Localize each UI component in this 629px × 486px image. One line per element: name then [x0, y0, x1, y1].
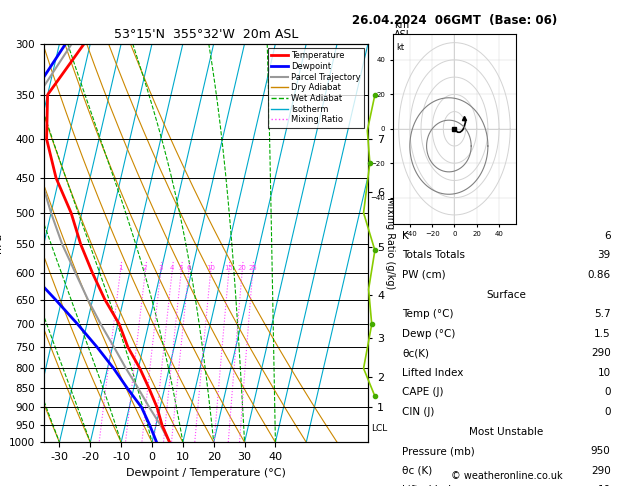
Text: LCL: LCL — [371, 424, 387, 433]
Text: 0: 0 — [604, 387, 611, 397]
X-axis label: Dewpoint / Temperature (°C): Dewpoint / Temperature (°C) — [126, 468, 286, 478]
Text: CAPE (J): CAPE (J) — [402, 387, 443, 397]
Text: 3: 3 — [159, 265, 163, 271]
Text: kt: kt — [396, 43, 404, 52]
Legend: Temperature, Dewpoint, Parcel Trajectory, Dry Adiabat, Wet Adiabat, Isotherm, Mi: Temperature, Dewpoint, Parcel Trajectory… — [267, 48, 364, 127]
Y-axis label: Mixing Ratio (g/kg): Mixing Ratio (g/kg) — [385, 197, 395, 289]
Y-axis label: hPa: hPa — [0, 233, 3, 253]
Text: 25: 25 — [248, 265, 257, 271]
Text: θᴄ (K): θᴄ (K) — [402, 466, 432, 476]
Text: Lifted Index: Lifted Index — [402, 368, 464, 378]
Text: 0.86: 0.86 — [587, 270, 611, 279]
Text: 10: 10 — [598, 368, 611, 378]
Text: 290: 290 — [591, 466, 611, 476]
Title: 53°15'N  355°32'W  20m ASL: 53°15'N 355°32'W 20m ASL — [114, 28, 298, 41]
Text: Pressure (mb): Pressure (mb) — [402, 447, 475, 456]
Text: 20: 20 — [238, 265, 247, 271]
Text: 26.04.2024  06GMT  (Base: 06): 26.04.2024 06GMT (Base: 06) — [352, 14, 557, 27]
Text: 15: 15 — [224, 265, 233, 271]
Text: 5: 5 — [179, 265, 183, 271]
Text: Surface: Surface — [486, 290, 526, 300]
Text: km
ASL: km ASL — [394, 20, 412, 40]
Text: K: K — [402, 231, 409, 241]
Text: Temp (°C): Temp (°C) — [402, 310, 454, 319]
Text: 950: 950 — [591, 447, 611, 456]
Text: Most Unstable: Most Unstable — [469, 427, 543, 437]
Text: CIN (J): CIN (J) — [402, 407, 435, 417]
Text: 290: 290 — [591, 348, 611, 358]
Text: 10: 10 — [206, 265, 215, 271]
Text: Totals Totals: Totals Totals — [402, 250, 465, 260]
Text: PW (cm): PW (cm) — [402, 270, 446, 279]
Text: Dewp (°C): Dewp (°C) — [402, 329, 455, 339]
Text: © weatheronline.co.uk: © weatheronline.co.uk — [450, 471, 562, 481]
Text: 5.7: 5.7 — [594, 310, 611, 319]
Text: 1: 1 — [118, 265, 123, 271]
Text: 1.5: 1.5 — [594, 329, 611, 339]
Text: 39: 39 — [598, 250, 611, 260]
Text: 6: 6 — [604, 231, 611, 241]
Text: 0: 0 — [604, 407, 611, 417]
Text: 6: 6 — [186, 265, 191, 271]
Text: θᴄ(K): θᴄ(K) — [402, 348, 429, 358]
Text: 4: 4 — [170, 265, 174, 271]
Text: 2: 2 — [143, 265, 147, 271]
